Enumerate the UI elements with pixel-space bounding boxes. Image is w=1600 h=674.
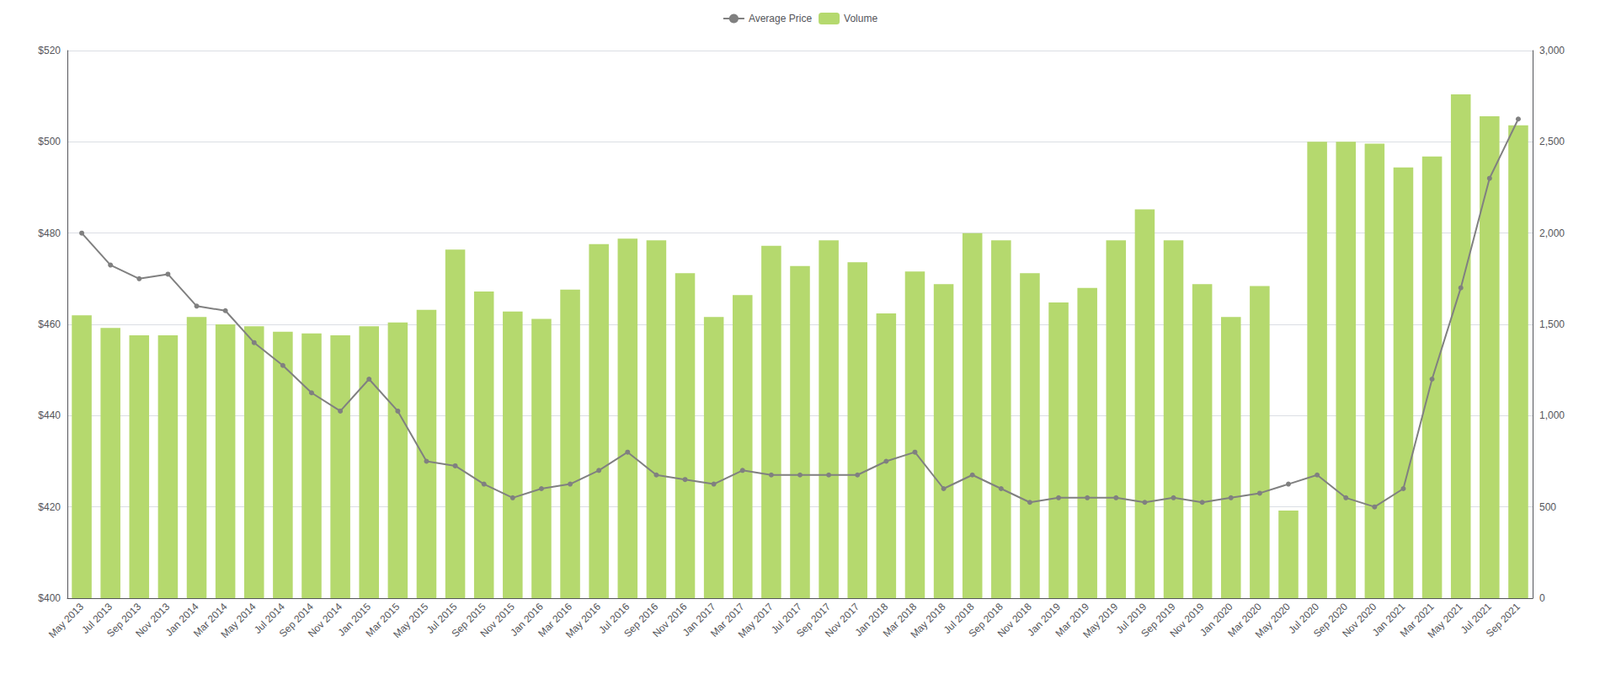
svg-text:May 2015: May 2015: [390, 600, 431, 640]
svg-text:Mar 2021: Mar 2021: [1397, 600, 1437, 639]
svg-text:$440: $440: [37, 409, 61, 422]
svg-text:Nov 2020: Nov 2020: [1339, 600, 1379, 640]
svg-text:Jan 2019: Jan 2019: [1025, 600, 1063, 639]
svg-text:Mar 2020: Mar 2020: [1225, 600, 1264, 639]
svg-text:May 2020: May 2020: [1253, 600, 1293, 640]
svg-text:Jul 2020: Jul 2020: [1285, 600, 1322, 636]
svg-text:Jan 2017: Jan 2017: [680, 600, 718, 639]
svg-text:May 2016: May 2016: [563, 600, 603, 640]
svg-text:Sep 2020: Sep 2020: [1311, 600, 1351, 640]
svg-text:Jan 2014: Jan 2014: [163, 600, 201, 639]
svg-text:Sep 2017: Sep 2017: [794, 600, 833, 640]
svg-text:Mar 2017: Mar 2017: [708, 600, 747, 639]
svg-text:$520: $520: [37, 44, 61, 57]
svg-text:Sep 2015: Sep 2015: [449, 600, 489, 640]
svg-text:$420: $420: [37, 501, 61, 513]
svg-text:Nov 2018: Nov 2018: [995, 600, 1035, 640]
svg-text:Jan 2015: Jan 2015: [335, 600, 374, 639]
svg-text:Jul 2017: Jul 2017: [768, 600, 805, 636]
svg-text:Mar 2015: Mar 2015: [363, 600, 402, 639]
svg-text:Jul 2014: Jul 2014: [251, 600, 287, 636]
svg-text:500: 500: [1539, 501, 1557, 513]
svg-text:Jul 2019: Jul 2019: [1113, 600, 1149, 636]
svg-text:May 2017: May 2017: [736, 600, 776, 640]
svg-text:Average Price: Average Price: [748, 12, 812, 25]
svg-text:May 2014: May 2014: [218, 600, 259, 640]
svg-text:May 2019: May 2019: [1080, 600, 1120, 640]
svg-text:Nov 2014: Nov 2014: [305, 600, 345, 640]
svg-text:$500: $500: [37, 135, 61, 148]
svg-text:Nov 2019: Nov 2019: [1167, 600, 1207, 640]
svg-text:May 2021: May 2021: [1425, 600, 1466, 640]
svg-text:Mar 2014: Mar 2014: [191, 600, 230, 639]
svg-text:Jan 2021: Jan 2021: [1369, 600, 1408, 639]
svg-text:Nov 2015: Nov 2015: [477, 600, 517, 640]
svg-text:Mar 2019: Mar 2019: [1052, 600, 1092, 639]
svg-text:Nov 2016: Nov 2016: [650, 600, 690, 640]
svg-text:0: 0: [1539, 592, 1546, 604]
svg-text:Sep 2014: Sep 2014: [276, 600, 316, 640]
svg-text:Mar 2016: Mar 2016: [535, 600, 575, 639]
svg-text:3,000: 3,000: [1539, 44, 1565, 57]
svg-text:Sep 2013: Sep 2013: [104, 600, 144, 640]
svg-text:Sep 2019: Sep 2019: [1138, 600, 1178, 640]
svg-text:Jul 2021: Jul 2021: [1458, 600, 1494, 636]
svg-text:$480: $480: [37, 227, 61, 240]
svg-text:Jan 2016: Jan 2016: [507, 600, 546, 639]
svg-text:Volume: Volume: [843, 12, 878, 25]
svg-text:Jul 2016: Jul 2016: [596, 600, 632, 636]
svg-text:Jan 2020: Jan 2020: [1197, 600, 1236, 639]
svg-text:2,000: 2,000: [1539, 227, 1565, 240]
svg-text:May 2013: May 2013: [46, 600, 86, 640]
svg-text:Jan 2018: Jan 2018: [852, 600, 891, 639]
svg-text:May 2018: May 2018: [907, 600, 948, 640]
svg-text:Sep 2021: Sep 2021: [1483, 600, 1523, 640]
svg-text:Jul 2013: Jul 2013: [79, 600, 115, 636]
svg-text:1,500: 1,500: [1539, 318, 1565, 331]
svg-text:Jul 2015: Jul 2015: [424, 600, 460, 636]
svg-text:2,500: 2,500: [1539, 135, 1565, 148]
svg-text:Mar 2018: Mar 2018: [880, 600, 920, 639]
svg-text:Nov 2017: Nov 2017: [822, 600, 862, 640]
svg-text:Nov 2013: Nov 2013: [133, 600, 173, 640]
svg-text:$400: $400: [37, 592, 61, 604]
svg-text:Sep 2018: Sep 2018: [966, 600, 1006, 640]
svg-text:1,000: 1,000: [1539, 409, 1565, 422]
svg-text:Jul 2018: Jul 2018: [941, 600, 977, 636]
svg-text:$460: $460: [37, 318, 61, 331]
svg-text:Sep 2016: Sep 2016: [621, 600, 661, 640]
